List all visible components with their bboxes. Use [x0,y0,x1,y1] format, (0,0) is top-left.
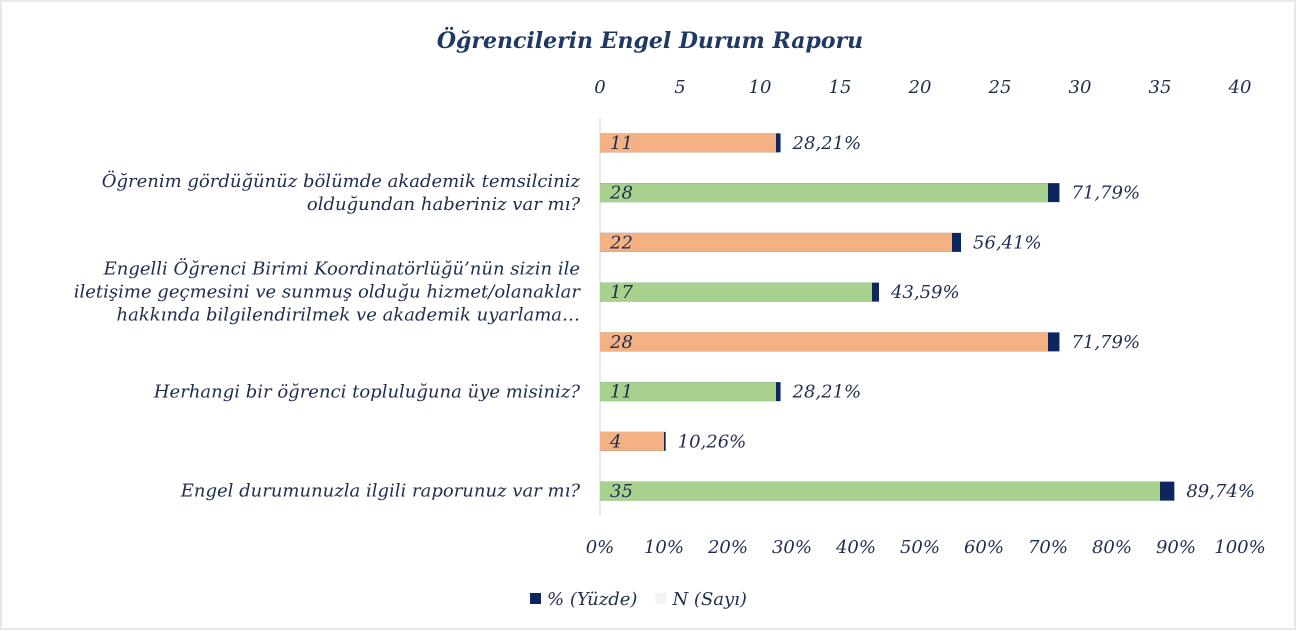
legend-label: N (Sayı) [671,589,747,610]
x-tick-label: 35 [1149,77,1172,98]
x2-tick-label: 50% [900,537,940,558]
n-bar [600,133,776,153]
x-tick-label: 40 [1228,77,1252,98]
n-value-label: 11 [610,382,633,403]
n-value-label: 4 [609,431,621,452]
n-value-label: 17 [610,282,633,303]
category-label: Engelli Öğrenci Birimi Koordinatörlüğü’n… [73,258,580,326]
percent-value-label: 89,74% [1186,481,1255,502]
category-label: Engel durumunuzla ilgili raporunuz var m… [180,480,580,502]
chart-title: Öğrencilerin Engel Durum Raporu [437,26,863,54]
n-bar [600,282,872,302]
x-tick-label: 30 [1069,77,1092,98]
legend-label: % (Yüzde) [547,589,637,610]
x-tick-label: 20 [908,77,932,98]
n-bar [600,481,1160,501]
n-value-label: 35 [610,481,633,502]
x2-tick-label: 70% [1028,537,1068,558]
percent-value-label: 10,26% [678,431,747,452]
n-bar [600,382,776,402]
x2-tick-label: 30% [772,537,812,558]
legend-swatch [655,593,667,604]
n-value-label: 28 [609,332,633,353]
n-bar [600,431,664,451]
x-tick-label: 15 [829,77,852,98]
percent-value-label: 28,21% [792,382,862,403]
percent-value-label: 71,79% [1071,183,1140,204]
x2-tick-label: 80% [1092,537,1132,558]
percent-value-label: 56,41% [973,232,1042,253]
x2-tick-label: 40% [835,537,876,558]
n-value-label: 28 [609,183,633,204]
category-label: Öğrenim gördüğünüz bölümde akademik tems… [101,170,580,215]
n-value-label: 11 [610,133,633,154]
percent-value-label: 71,79% [1071,332,1140,353]
x2-tick-label: 90% [1156,537,1196,558]
n-bar [600,332,1048,352]
x-tick-label: 0 [594,77,605,98]
n-value-label: 22 [609,232,633,253]
x2-tick-label: 60% [964,537,1004,558]
percent-value-label: 28,21% [792,133,862,154]
n-bar [600,183,1048,203]
x2-tick-label: 100% [1214,537,1265,558]
x-tick-label: 25 [988,77,1012,98]
legend-swatch [530,593,541,604]
x-tick-label: 5 [674,77,685,98]
x2-tick-label: 20% [707,537,748,558]
percent-value-label: 43,59% [890,282,960,303]
x-tick-label: 10 [749,77,772,98]
x2-tick-label: 0% [586,537,615,558]
category-label: Herhangi bir öğrenci topluluğuna üye mis… [153,381,580,403]
n-bar [600,232,952,252]
x2-tick-label: 10% [644,537,684,558]
